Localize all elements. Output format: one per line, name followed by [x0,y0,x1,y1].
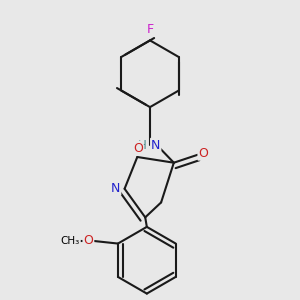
Text: N: N [111,182,120,195]
Text: O: O [198,147,208,160]
Text: N: N [151,139,160,152]
Text: O: O [133,142,143,154]
Text: CH₃: CH₃ [61,236,80,246]
Text: O: O [83,234,93,247]
Text: F: F [146,23,154,36]
Text: H: H [138,139,146,152]
